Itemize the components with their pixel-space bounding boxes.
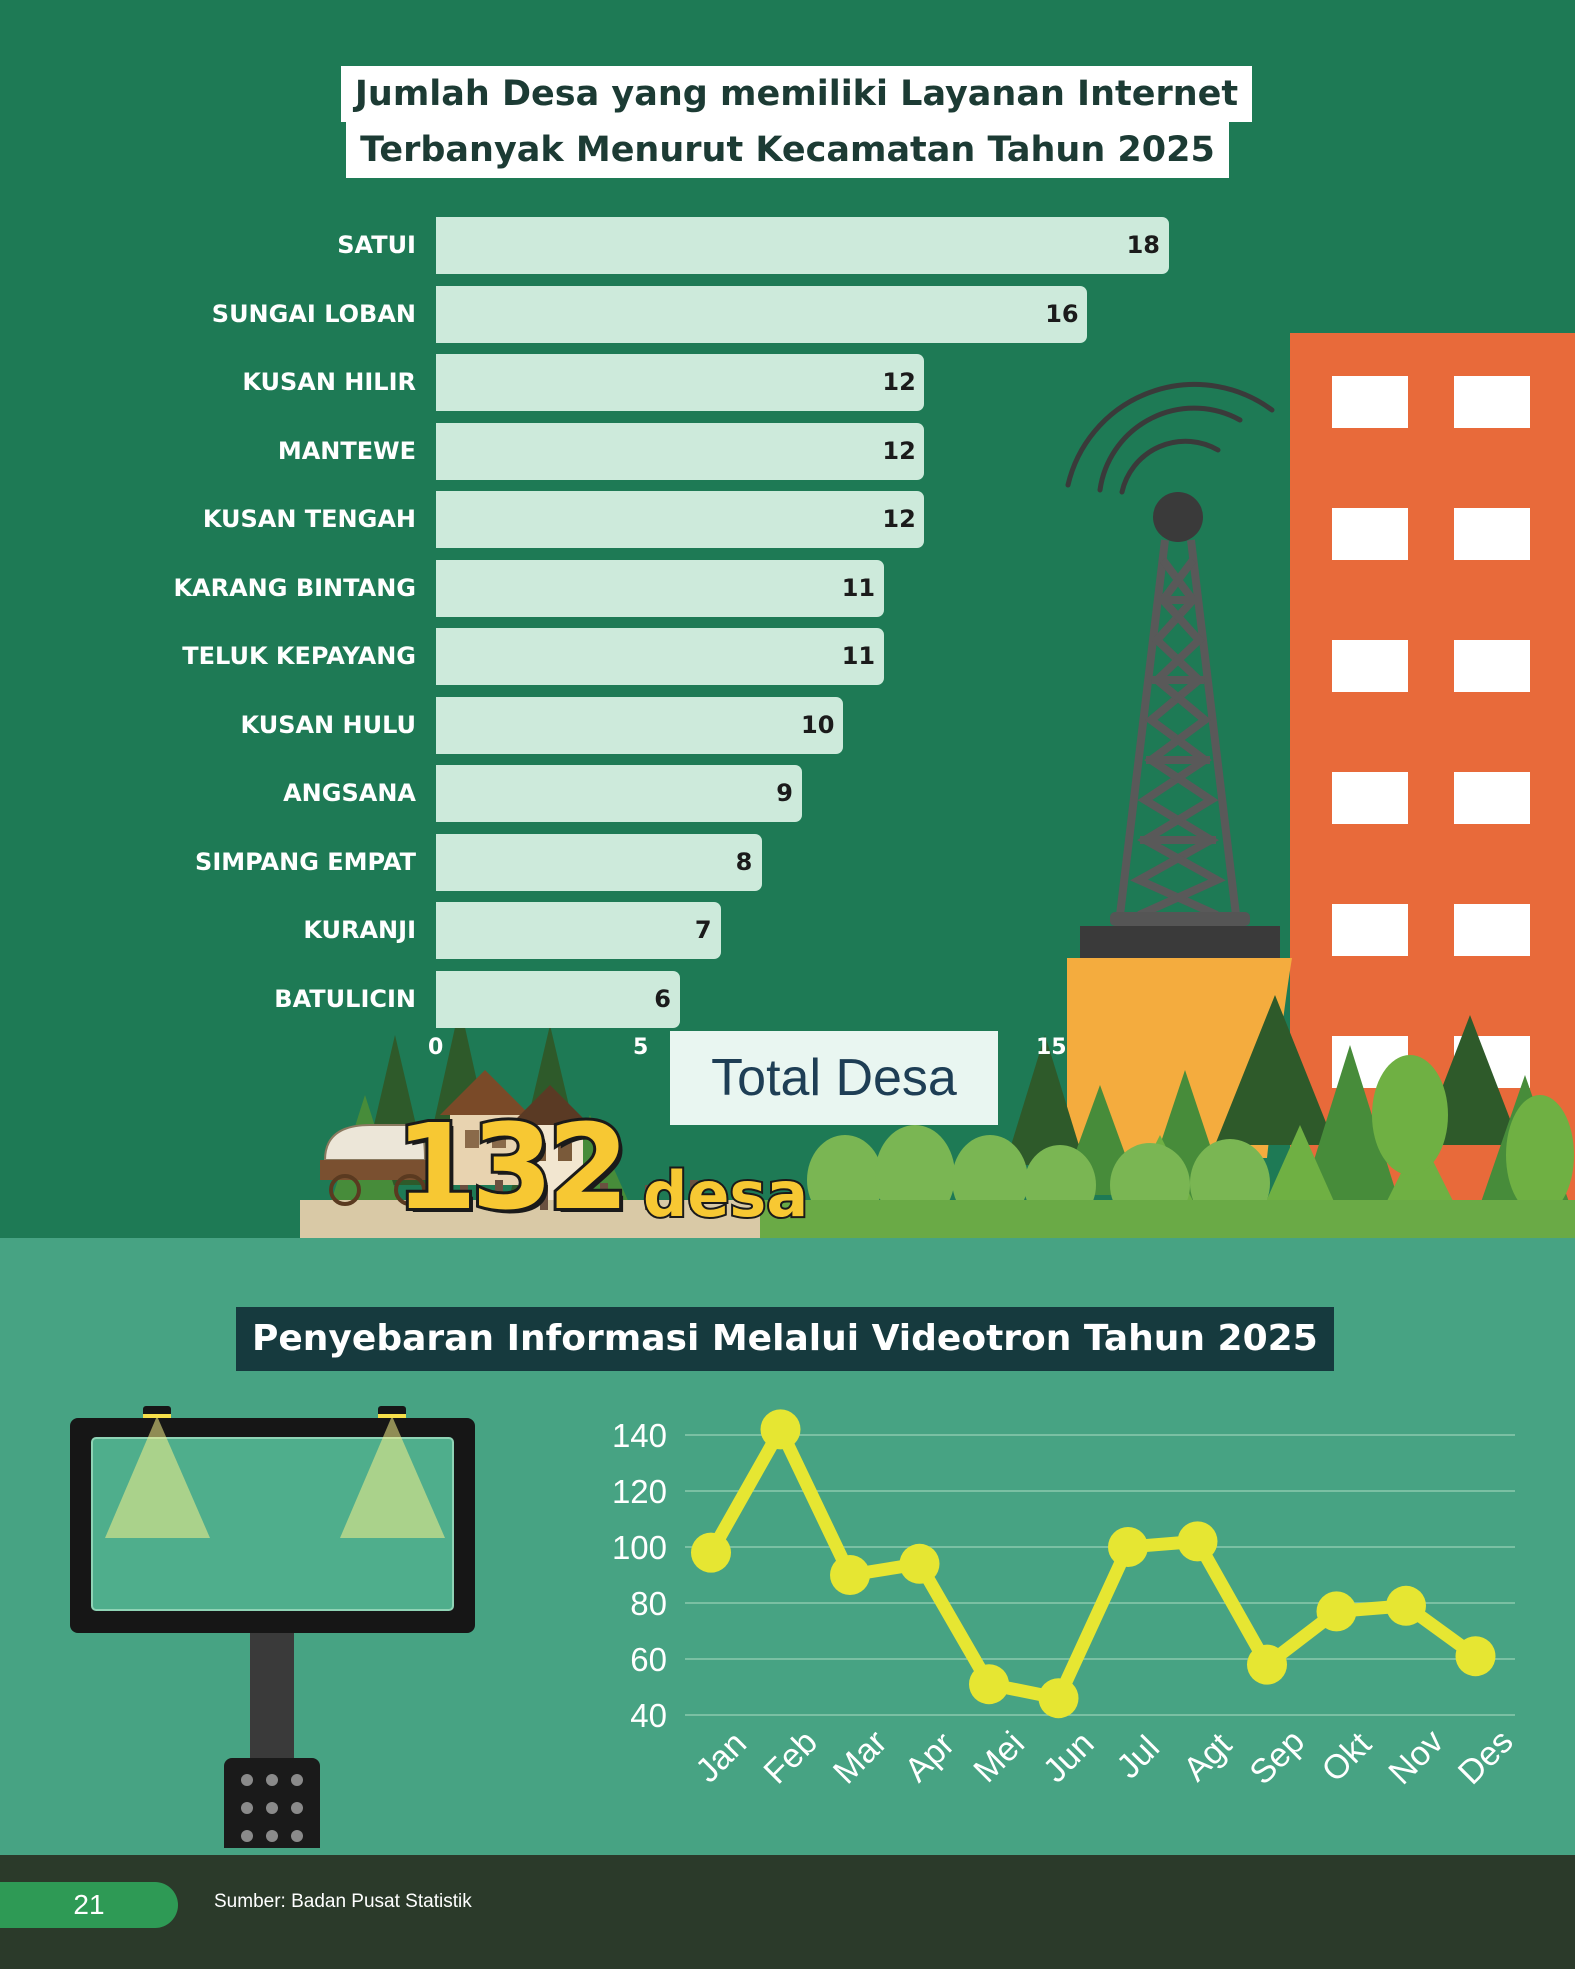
axis-tick-15: 15	[1036, 1035, 1067, 1060]
data-point	[760, 1409, 801, 1450]
bar-value-label: 6	[654, 984, 671, 1013]
tower-icon	[1065, 381, 1280, 958]
bar-label: SATUI	[337, 231, 416, 259]
bar-value-label: 7	[694, 916, 712, 944]
bar-chart-title: Jumlah Desa yang memiliki Layanan Intern…	[0, 66, 1575, 178]
x-tick-label: Des	[1451, 1722, 1520, 1792]
total-desa-unit: desa	[641, 1156, 810, 1233]
total-desa-label: Total Desa	[670, 1031, 998, 1125]
bar	[436, 628, 884, 685]
bar-label: KUSAN TENGAH	[202, 505, 416, 533]
bar	[436, 970, 681, 1028]
bar-label: KARANG BINTANG	[173, 573, 416, 602]
y-tick-label: 40	[630, 1697, 667, 1734]
data-point	[830, 1555, 870, 1595]
y-tick-label: 120	[612, 1473, 667, 1510]
top-section: Jumlah Desa yang memiliki Layanan Intern…	[0, 66, 1575, 1255]
x-tick-label: Agt	[1176, 1725, 1239, 1788]
axis-tick-0: 0	[428, 1035, 444, 1060]
data-point	[1038, 1678, 1079, 1719]
bar-value-label: 9	[776, 779, 793, 807]
data-point	[1108, 1527, 1148, 1567]
bar-value-label: 16	[1045, 299, 1079, 328]
x-tick-label: Jan	[688, 1724, 754, 1790]
x-tick-label: Jul	[1109, 1728, 1167, 1786]
data-point	[691, 1532, 731, 1573]
bar	[436, 559, 884, 617]
bar-label: TELUK KEPAYANG	[182, 642, 416, 670]
bar-value-label: 11	[841, 642, 876, 670]
bar-chart-title-line2: Terbanyak Menurut Kecamatan Tahun 2025	[346, 122, 1229, 178]
videotron-billboard-icon	[70, 1406, 475, 1848]
bar	[436, 491, 925, 548]
footer	[0, 1855, 1575, 1969]
data-point	[1386, 1585, 1426, 1626]
data-point	[969, 1664, 1009, 1705]
bar-value-label: 12	[882, 505, 916, 533]
data-point	[1247, 1644, 1287, 1685]
bar	[436, 354, 925, 411]
bar	[436, 217, 1169, 274]
x-tick-label: Nov	[1381, 1722, 1451, 1792]
page-number: 21	[0, 1882, 178, 1928]
bar-value-label: 18	[1126, 231, 1160, 259]
bar-label: SIMPANG EMPAT	[195, 847, 416, 876]
y-tick-label: 140	[612, 1417, 667, 1454]
bar-value-label: 12	[882, 368, 916, 396]
bar-label: KUSAN HILIR	[242, 368, 416, 396]
x-tick-label: Jun	[1036, 1724, 1102, 1790]
bar-label: ANGSANA	[283, 779, 416, 807]
data-point	[1455, 1636, 1496, 1677]
data-point	[899, 1543, 940, 1584]
x-tick-label: Sep	[1242, 1722, 1312, 1792]
bar-value-label: 8	[735, 847, 753, 876]
x-tick-label: Apr	[898, 1725, 962, 1789]
bar-value-label: 12	[882, 436, 916, 465]
line-chart-title: Penyebaran Informasi Melalui Videotron T…	[236, 1307, 1334, 1371]
source-text: Sumber: Badan Pusat Statistik	[214, 1891, 472, 1912]
line-chart: 40 60 80 100 120 140 Jan Feb Mar Apr Mei Jun Jul Agt S…	[612, 1409, 1520, 1792]
total-desa-value: 132	[392, 1095, 632, 1239]
axis-tick-5: 5	[633, 1035, 649, 1060]
x-tick-label: Okt	[1315, 1725, 1380, 1790]
bar	[436, 833, 762, 891]
bar	[436, 902, 721, 959]
bar-label: MANTEWE	[277, 436, 416, 465]
bar-label: SUNGAI LOBAN	[211, 299, 416, 328]
bar	[436, 422, 925, 480]
y-tick-label: 80	[630, 1585, 667, 1622]
x-tick-label: Mei	[966, 1724, 1032, 1790]
bar-value-label: 11	[841, 573, 876, 602]
bar-label: KURANJI	[303, 916, 416, 944]
bar	[436, 696, 843, 754]
bar	[436, 285, 1088, 343]
x-tick-label: Feb	[757, 1723, 825, 1791]
data-point	[1177, 1521, 1218, 1562]
bar-chart-title-line1: Jumlah Desa yang memiliki Layanan Intern…	[340, 66, 1253, 122]
bar-value-label: 10	[801, 710, 835, 739]
bar-label: KUSAN HULU	[240, 710, 416, 739]
y-tick-label: 60	[630, 1641, 667, 1678]
bar-label: BATULICIN	[274, 984, 416, 1013]
y-tick-label: 100	[612, 1529, 667, 1566]
bar	[436, 765, 803, 822]
series-line	[705, 1422, 1480, 1705]
data-point	[1316, 1591, 1357, 1632]
x-tick-label: Mar	[826, 1723, 894, 1791]
